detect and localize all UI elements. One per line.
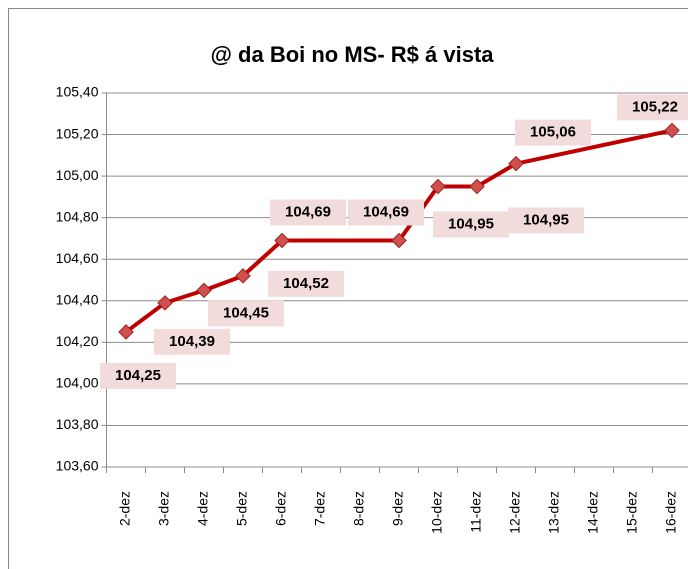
data-label-box [100, 362, 176, 389]
data-label-box [348, 199, 424, 226]
data-label: 104,25 [115, 367, 161, 384]
data-label: 104,95 [523, 211, 569, 228]
marker [508, 155, 524, 172]
data-label-box [617, 94, 688, 121]
x-tick-label: 16-dez [663, 491, 679, 534]
y-tick-label: 104,80 [56, 208, 99, 224]
data-label-box [433, 211, 509, 238]
data-label: 105,06 [530, 124, 576, 141]
x-tick-label: 12-dez [507, 491, 523, 534]
y-tick-label: 105,20 [56, 125, 99, 141]
chart-title: @ da Boi no MS- R$ á vista [210, 42, 494, 67]
x-tick-label: 7-dez [312, 491, 328, 526]
x-tick-label: 6-dez [273, 491, 289, 526]
y-tick-label: 104,00 [56, 375, 99, 391]
x-tick-label: 13-dez [546, 491, 562, 534]
x-tick-label: 3-dez [156, 491, 172, 526]
x-tick-label: 10-dez [429, 491, 445, 534]
marker [274, 232, 290, 249]
line-segment [475, 161, 518, 189]
x-tick-label: 9-dez [390, 491, 406, 526]
y-tick-label: 103,60 [56, 458, 99, 474]
x-tick-label: 11-dez [468, 491, 484, 533]
data-label: 104,52 [283, 275, 329, 292]
data-label: 104,45 [223, 304, 269, 321]
line-segment [514, 128, 674, 166]
x-tick-label: 4-dez [195, 491, 211, 526]
x-tick-label: 14-dez [585, 491, 601, 534]
chart-border [8, 8, 688, 569]
data-label: 104,39 [169, 333, 215, 350]
y-tick-label: 104,40 [56, 291, 99, 307]
data-label-box [268, 270, 344, 297]
y-tick-label: 104,20 [56, 333, 99, 349]
y-tick-label: 105,40 [56, 84, 99, 100]
marker [391, 232, 407, 249]
x-tick-label: 8-dez [351, 491, 367, 526]
data-label: 104,69 [363, 203, 409, 220]
line-segment [202, 273, 245, 293]
marker [235, 268, 251, 284]
data-label-box [515, 119, 591, 146]
y-tick-label: 105,00 [56, 167, 99, 183]
marker [157, 295, 173, 311]
line-segment [163, 288, 206, 305]
marker [664, 122, 680, 139]
x-tick-label: 15-dez [624, 491, 640, 534]
marker [430, 178, 446, 195]
x-tick-label: 5-dez [234, 491, 250, 526]
data-label-box [154, 328, 230, 355]
data-label-box [208, 300, 284, 327]
marker [196, 282, 212, 299]
marker [469, 178, 485, 195]
line-segment [124, 300, 167, 334]
data-label: 105,22 [632, 98, 678, 115]
data-label: 104,69 [285, 203, 331, 220]
y-tick-label: 104,60 [56, 250, 99, 266]
x-tick-label: 2-dez [117, 491, 133, 526]
data-label: 104,95 [448, 215, 494, 232]
data-label-box [270, 199, 346, 226]
y-tick-label: 103,80 [56, 416, 99, 432]
data-label-box [508, 207, 584, 234]
line-segment [241, 238, 284, 278]
marker [118, 324, 134, 340]
